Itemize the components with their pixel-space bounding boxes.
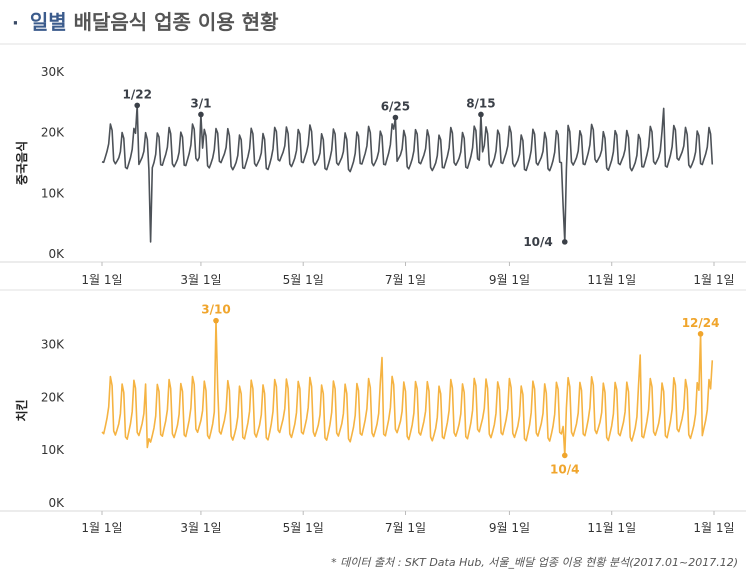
y-axis-label: 치킨 [14,399,29,421]
x-tick-label: 7월 1일 [385,273,426,287]
data-point-marker [698,331,704,337]
x-tick-label: 9월 1일 [489,273,530,287]
y-tick-label: 10K [41,443,65,457]
data-point-label: 10/4 [523,235,552,249]
data-point-marker [478,112,484,118]
data-point-marker [393,115,399,121]
x-tick-label: 11월 1일 [587,273,636,287]
data-point-label: 12/24 [682,316,720,330]
data-point-marker [213,318,219,324]
y-tick-label: 30K [41,65,65,79]
x-tick-label: 1월 1일 [81,521,122,535]
x-tick-label: 1월 1일 [693,521,734,535]
y-axis-label: 중국음식 [14,141,29,185]
data-point-label: 3/10 [201,303,230,317]
x-tick-label: 9월 1일 [489,521,530,535]
data-point-label: 1/22 [122,87,151,101]
x-tick-label: 3월 1일 [180,273,221,287]
y-tick-label: 0K [48,496,65,510]
x-tick-label: 1월 1일 [693,273,734,287]
y-tick-label: 20K [41,390,65,404]
x-tick-label: 7월 1일 [385,521,426,535]
data-point-marker [134,103,140,109]
x-tick-label: 1월 1일 [81,273,122,287]
data-point-label: 6/25 [381,100,410,114]
data-point-marker [562,239,568,245]
data-point-marker [562,453,568,459]
x-tick-label: 5월 1일 [283,521,324,535]
x-tick-label: 5월 1일 [283,273,324,287]
data-point-label: 3/1 [190,96,211,110]
series-line [102,321,712,456]
data-point-label: 10/4 [550,462,579,476]
x-tick-label: 11월 1일 [587,521,636,535]
x-tick-label: 3월 1일 [180,521,221,535]
y-tick-label: 20K [41,126,65,140]
y-tick-label: 30K [41,337,65,351]
data-point-marker [198,112,204,118]
data-point-label: 8/15 [466,96,495,110]
y-tick-label: 10K [41,186,65,200]
data-source-note: * 데이터 출처 : SKT Data Hub, 서울_배달 업종 이용 현황 … [331,554,738,570]
series-line [102,105,712,242]
y-tick-label: 0K [48,247,65,261]
